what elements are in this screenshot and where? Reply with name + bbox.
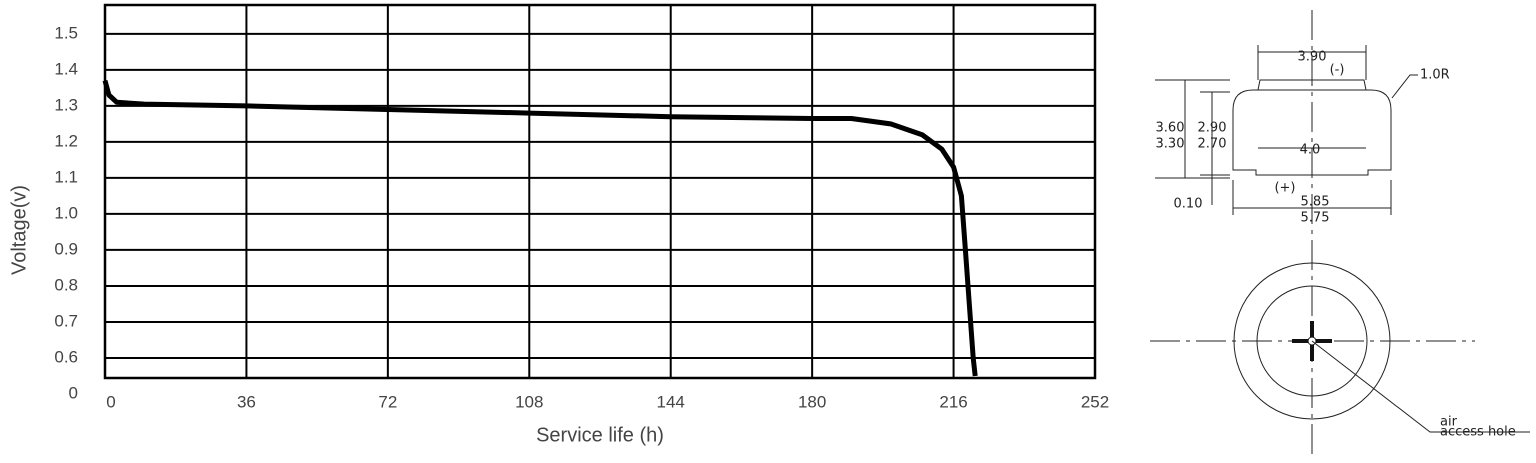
x-axis-title: Service life (h)	[536, 424, 664, 446]
chart: Service life (h) Voltage(v) 0 0.6 0.7 0.8 0.…	[8, 3, 1109, 446]
y-tick-label: 1.5	[54, 23, 78, 42]
dim-label: 3.60	[1156, 121, 1185, 136]
x-tick-label: 252	[1081, 392, 1109, 411]
y-tick-label: 0.9	[54, 239, 78, 258]
y-tick-label: 1.1	[54, 167, 78, 186]
dim-label: 2.90	[1198, 121, 1227, 136]
leader-label: access hole	[1440, 425, 1516, 440]
leader-label: air	[1440, 415, 1458, 430]
dim-line	[1232, 147, 1392, 215]
y-axis-title: Voltage(v)	[8, 185, 30, 275]
x-tick-label: 144	[657, 392, 685, 411]
x-tick-label: 216	[939, 392, 967, 411]
dim-label: 4.0	[1300, 143, 1321, 158]
x-tick-label: 108	[515, 392, 543, 411]
dim-label: 5.85	[1301, 195, 1330, 210]
cell-top-view	[1233, 262, 1391, 420]
y-tick-label: 0	[69, 383, 78, 402]
y-tick-label: 1.0	[54, 203, 78, 222]
y-tick-label: 0.8	[54, 275, 78, 294]
dim-label: 3.90	[1298, 50, 1327, 65]
x-tick-label: 180	[798, 392, 826, 411]
cap	[1257, 79, 1367, 91]
dim-label: 0.10	[1174, 197, 1203, 212]
leader	[1391, 74, 1418, 99]
polarity-label: (+)	[1274, 181, 1295, 196]
plot-frame	[103, 3, 1097, 380]
y-tick-label: 1.3	[54, 95, 78, 114]
cell-inner-ring	[1256, 285, 1368, 397]
y-tick-label: 1.4	[54, 59, 78, 78]
y-tick-label: 1.2	[54, 131, 78, 150]
y-tick-label: 0.7	[54, 311, 78, 330]
x-tick-label: 36	[237, 392, 256, 411]
battery-diagram: 3.90 (-) 1.0R 3.60 3.30 2.90 2.70 4.0 (+…	[1150, 10, 1530, 455]
x-tick-label: 0	[106, 392, 115, 411]
dim-label: 5.75	[1301, 211, 1330, 226]
dim-line	[1257, 45, 1367, 80]
y-tick-label: 0.6	[54, 347, 78, 366]
x-tick-label: 72	[378, 392, 397, 411]
dim-label: 3.30	[1156, 137, 1185, 152]
dim-label: 1.0R	[1420, 68, 1450, 83]
leader	[1311, 340, 1530, 433]
polarity-label: (-)	[1330, 63, 1345, 78]
dim-line	[1155, 79, 1230, 205]
cell-body	[1232, 89, 1392, 176]
dim-label: 2.70	[1198, 137, 1227, 152]
voltage-line	[102, 79, 978, 377]
